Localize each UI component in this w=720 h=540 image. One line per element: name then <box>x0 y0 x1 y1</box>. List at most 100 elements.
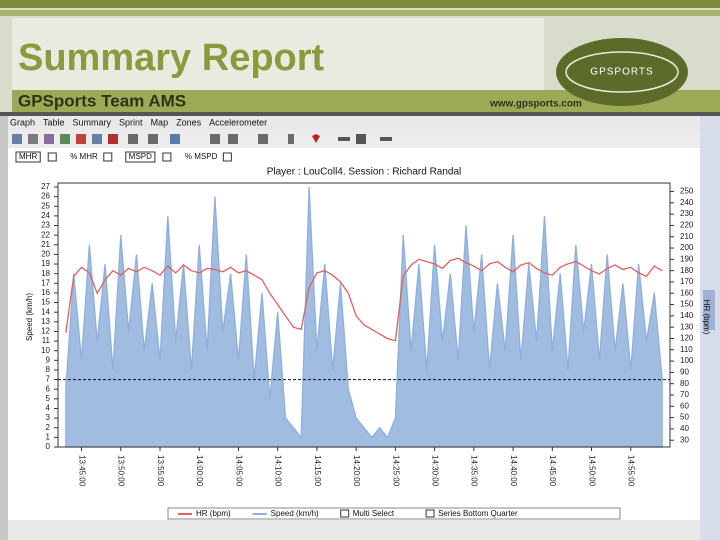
y2-tick-label: 200 <box>680 243 694 252</box>
toolbar-icon[interactable] <box>12 134 22 144</box>
y-tick-label: 6 <box>46 384 51 393</box>
separator <box>0 112 720 116</box>
x-tick-label: 14:50:00 <box>587 455 596 487</box>
y-tick-label: 11 <box>42 336 51 345</box>
y-tick-label: 27 <box>41 182 50 191</box>
report-subtitle: GPSports Team AMS <box>18 91 186 110</box>
y-tick-label: 5 <box>46 394 51 403</box>
checkbox[interactable] <box>47 152 57 162</box>
y-tick-label: 22 <box>41 230 50 239</box>
y-tick-label: 24 <box>41 211 50 220</box>
tab[interactable]: Summary <box>73 117 112 127</box>
toolbar-icon[interactable] <box>356 134 366 144</box>
site-url: www.gpsports.com <box>489 99 582 110</box>
toolbar-icon[interactable] <box>76 134 86 144</box>
y2-tick-label: 250 <box>680 187 694 196</box>
banner-stripe <box>0 0 720 8</box>
toolbar-icon[interactable] <box>288 134 294 144</box>
y2-tick-label: 210 <box>680 232 694 241</box>
toolbar-icon[interactable] <box>28 134 38 144</box>
toolbar-icon[interactable] <box>92 134 102 144</box>
toolbar-icon[interactable] <box>148 134 158 144</box>
y2-tick-label: 130 <box>680 322 694 331</box>
hr-line <box>65 257 663 342</box>
checkbox[interactable] <box>222 152 232 162</box>
logo-ring <box>565 51 679 93</box>
y2-tick-label: 140 <box>680 311 694 320</box>
banner-bar <box>12 90 720 112</box>
tab[interactable]: Graph <box>10 117 35 127</box>
x-tick-label: 14:35:00 <box>470 455 479 487</box>
x-tick-label: 14:45:00 <box>548 455 557 487</box>
scroll-thumb[interactable] <box>703 290 715 330</box>
checkbox-label[interactable]: % MHR <box>70 152 98 161</box>
y2-tick-label: 240 <box>680 198 694 207</box>
y-axis-label: Speed (km/h) <box>25 293 34 341</box>
tab[interactable]: Sprint <box>119 117 143 127</box>
toolbar-icon[interactable] <box>128 134 138 144</box>
y-tick-label: 25 <box>41 201 50 210</box>
x-tick-label: 13:55:00 <box>156 455 165 487</box>
legend-checkbox[interactable] <box>425 509 435 518</box>
y2-tick-label: 70 <box>680 390 689 399</box>
y2-tick-label: 80 <box>680 379 689 388</box>
y-tick-label: 21 <box>41 240 50 249</box>
y-tick-label: 9 <box>46 355 51 364</box>
x-tick-label: 14:40:00 <box>509 455 518 487</box>
legend-checkbox[interactable] <box>340 509 350 518</box>
y-tick-label: 3 <box>46 413 51 422</box>
toolbar-icon[interactable] <box>108 134 118 144</box>
y-tick-label: 16 <box>41 288 50 297</box>
toolbar-icon[interactable] <box>44 134 54 144</box>
legend-option[interactable]: Series Bottom Quarter <box>438 509 518 518</box>
banner-panel <box>12 18 544 90</box>
y2-tick-label: 40 <box>680 424 689 433</box>
y-tick-label: 8 <box>46 365 51 374</box>
toolbar-icon[interactable] <box>210 134 220 144</box>
y2-tick-label: 180 <box>680 266 694 275</box>
y-tick-label: 1 <box>46 432 51 441</box>
y2-tick-label: 110 <box>680 345 693 354</box>
x-tick-label: 13:50:00 <box>117 455 126 487</box>
legend-box <box>167 507 621 520</box>
y2-tick-label: 50 <box>680 413 689 422</box>
toolbar-icon[interactable] <box>60 134 70 144</box>
toolbar-icon[interactable] <box>312 134 320 143</box>
x-tick-label: 14:10:00 <box>274 455 283 487</box>
checkbox-label[interactable]: % MSPD <box>185 152 218 161</box>
x-tick-label: 14:00:00 <box>195 455 204 487</box>
y-tick-label: 23 <box>41 221 50 230</box>
y-tick-label: 26 <box>41 192 50 201</box>
y2-tick-label: 120 <box>680 334 694 343</box>
toolbar-icon[interactable] <box>258 134 268 144</box>
tab[interactable]: Zones <box>176 117 202 127</box>
checkbox[interactable] <box>162 152 172 162</box>
toolbar-icons <box>12 134 392 144</box>
plot-frame <box>57 182 671 448</box>
y-tick-label: 20 <box>41 250 50 259</box>
y-tick-label: 15 <box>41 298 50 307</box>
checkbox[interactable] <box>103 152 113 162</box>
legend-option[interactable]: Multi Select <box>353 509 395 518</box>
checkbox-label[interactable]: MSPD <box>129 152 152 161</box>
x-tick-label: 14:55:00 <box>627 455 636 487</box>
y-tick-label: 7 <box>46 375 51 384</box>
tab[interactable]: Map <box>151 117 169 127</box>
legend-label: Speed (km/h) <box>271 509 319 518</box>
x-tick-label: 13:45:00 <box>77 455 86 487</box>
toolbar-icon[interactable] <box>380 137 392 141</box>
y2-tick-label: 60 <box>680 401 689 410</box>
chart-title: Player : LouColl4. Session : Richard Ran… <box>267 167 462 178</box>
logo-text: GPSPORTS <box>590 67 653 78</box>
legend-label: HR (bpm) <box>196 509 231 518</box>
checkbox-label[interactable]: MHR <box>19 152 37 161</box>
toolbar-icon[interactable] <box>170 134 180 144</box>
label-frame <box>15 151 41 163</box>
y-tick-label: 19 <box>41 259 50 268</box>
x-tick-label: 14:25:00 <box>391 455 400 487</box>
tab[interactable]: Table <box>43 117 65 127</box>
toolbar-icon[interactable] <box>338 137 350 141</box>
tab[interactable]: Accelerometer <box>209 117 267 127</box>
toolbar-icon[interactable] <box>228 134 238 144</box>
